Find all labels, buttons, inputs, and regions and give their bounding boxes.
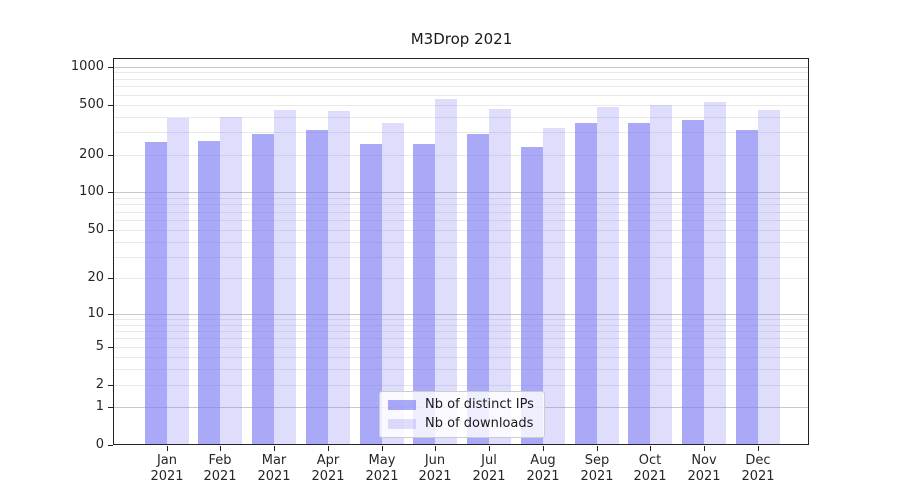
bar-downloads-apr: [328, 111, 350, 444]
y-tick-label: 2: [95, 377, 104, 392]
y-tick-label: 1: [95, 399, 104, 414]
y-tick-label: 5: [95, 339, 104, 354]
x-tick-label: Oct 2021: [633, 453, 667, 484]
y-tick-mark: [108, 230, 113, 231]
y-tick-mark: [108, 105, 113, 106]
x-tick-label: May 2021: [365, 453, 399, 484]
legend-label-downloads: Nb of downloads: [425, 416, 534, 431]
x-tick-label: Feb 2021: [203, 453, 237, 484]
bar-downloads-jul: [489, 109, 511, 444]
y-tick-mark: [108, 445, 113, 446]
bar-downloads-aug: [543, 128, 565, 444]
x-tick-mark: [489, 446, 490, 451]
x-tick-mark: [220, 446, 221, 451]
plot-frame: [113, 58, 809, 445]
legend-item-distinct-ips: Nb of distinct IPs: [388, 397, 534, 412]
chart-title: M3Drop 2021: [410, 30, 513, 48]
y-tick-mark: [108, 192, 113, 193]
x-tick-mark: [328, 446, 329, 451]
bar-downloads-nov: [704, 102, 726, 444]
y-tick-label: 500: [79, 97, 104, 112]
bar-distinct-ips-mar: [252, 134, 274, 444]
y-tick-mark: [108, 67, 113, 68]
legend-swatch-distinct-ips: [388, 399, 416, 410]
bar-downloads-feb: [220, 117, 242, 444]
legend: Nb of distinct IPs Nb of downloads: [379, 391, 545, 438]
legend-label-distinct-ips: Nb of distinct IPs: [425, 397, 534, 412]
bar-distinct-ips-may: [360, 144, 382, 444]
x-tick-label: Sep 2021: [580, 453, 614, 484]
y-tick-label: 200: [79, 147, 104, 162]
y-tick-label: 1000: [70, 59, 104, 74]
x-tick-label: Jan 2021: [150, 453, 184, 484]
x-tick-label: Aug 2021: [526, 453, 560, 484]
bar-distinct-ips-oct: [628, 123, 650, 444]
bar-downloads-mar: [274, 110, 296, 444]
y-tick-mark: [108, 314, 113, 315]
y-tick-label: 50: [87, 222, 104, 237]
y-tick-label: 0: [95, 437, 104, 452]
x-tick-mark: [758, 446, 759, 451]
bar-downloads-may: [382, 123, 404, 444]
x-tick-label: Jun 2021: [418, 453, 452, 484]
bar-downloads-jan: [167, 118, 189, 444]
bar-downloads-oct: [650, 105, 672, 444]
y-tick-mark: [108, 407, 113, 408]
x-tick-label: Apr 2021: [311, 453, 345, 484]
x-tick-mark: [167, 446, 168, 451]
bar-downloads-sep: [597, 107, 619, 444]
y-tick-mark: [108, 155, 113, 156]
y-tick-label: 20: [87, 270, 104, 285]
x-tick-mark: [382, 446, 383, 451]
bar-distinct-ips-aug: [521, 147, 543, 444]
x-tick-mark: [597, 446, 598, 451]
bar-distinct-ips-jan: [145, 142, 167, 444]
x-tick-label: Mar 2021: [257, 453, 291, 484]
legend-item-downloads: Nb of downloads: [388, 416, 534, 431]
legend-swatch-downloads: [388, 418, 416, 429]
bar-distinct-ips-dec: [736, 130, 758, 444]
x-tick-label: Jul 2021: [472, 453, 506, 484]
y-tick-mark: [108, 347, 113, 348]
bar-distinct-ips-feb: [198, 141, 220, 444]
x-tick-mark: [435, 446, 436, 451]
y-tick-label: 100: [79, 184, 104, 199]
bar-distinct-ips-jun: [413, 144, 435, 444]
x-tick-mark: [704, 446, 705, 451]
bar-distinct-ips-sep: [575, 123, 597, 444]
x-tick-mark: [650, 446, 651, 451]
x-tick-mark: [274, 446, 275, 451]
x-tick-label: Nov 2021: [687, 453, 721, 484]
bar-downloads-jun: [435, 99, 457, 444]
x-tick-mark: [543, 446, 544, 451]
bar-distinct-ips-jul: [467, 134, 489, 444]
y-tick-mark: [108, 385, 113, 386]
bar-distinct-ips-apr: [306, 130, 328, 444]
x-tick-label: Dec 2021: [741, 453, 775, 484]
y-tick-mark: [108, 278, 113, 279]
bar-downloads-dec: [758, 110, 780, 444]
y-tick-label: 10: [87, 306, 104, 321]
bar-distinct-ips-nov: [682, 120, 704, 444]
